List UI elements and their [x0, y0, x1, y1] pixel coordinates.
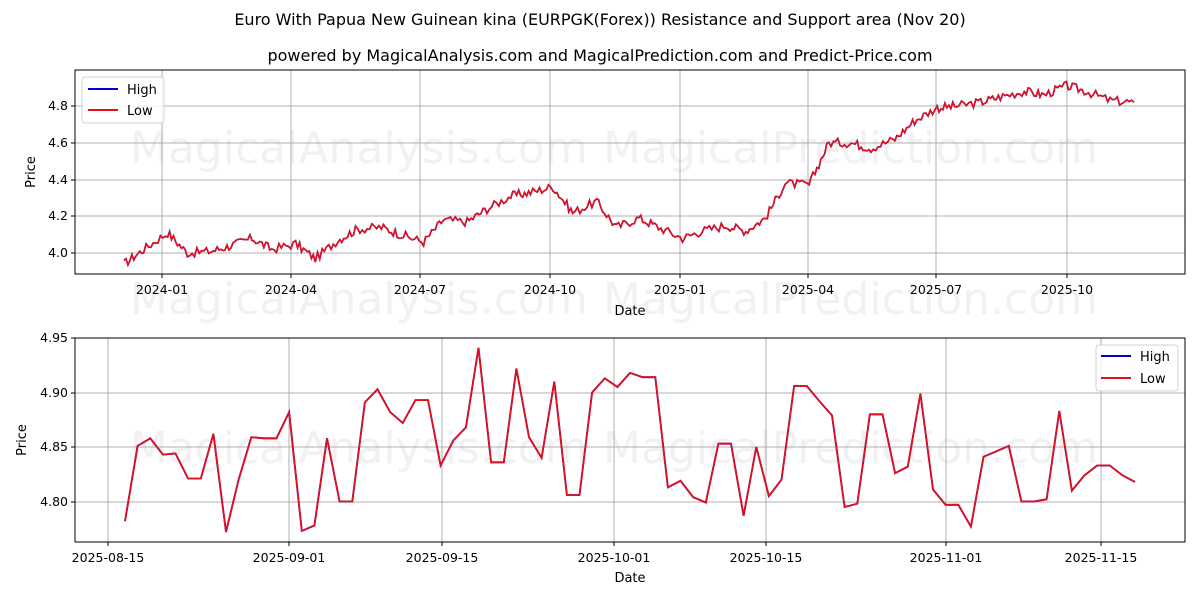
- bottom-x-axis-label: Date: [614, 571, 645, 586]
- top-chart: MagicalAnalysis.com MagicalPrediction.co…: [24, 69, 1186, 325]
- bottom-x-axis: 2025-08-15 2025-09-01 2025-09-15 2025-10-01…: [72, 542, 1138, 565]
- x-tick-label: 2025-04: [782, 282, 834, 297]
- legend-low-label: Low: [127, 104, 153, 119]
- chart-subtitle: powered by MagicalAnalysis.com and Magic…: [267, 46, 933, 65]
- top-legend: High Low: [81, 76, 165, 124]
- legend-high-label: High: [127, 83, 157, 98]
- bottom-low-line: [124, 347, 1136, 533]
- watermark-text: MagicalAnalysis.com: [130, 123, 588, 174]
- y-tick-label: 4.6: [48, 135, 68, 150]
- top-y-axis-label: Price: [24, 156, 39, 188]
- x-tick-label: 2024-04: [265, 282, 317, 297]
- y-tick-label: 4.0: [48, 245, 68, 260]
- x-tick-label: 2025-10-15: [730, 550, 803, 565]
- legend-high-label: High: [1140, 350, 1170, 365]
- x-tick-label: 2025-10-01: [578, 550, 651, 565]
- x-tick-label: 2024-10: [524, 282, 576, 297]
- top-x-axis: 2024-01 2024-04 2024-07 2024-10 2025-01 2025-…: [136, 274, 1093, 297]
- y-tick-label: 4.80: [40, 494, 68, 509]
- x-tick-label: 2025-09-01: [253, 550, 326, 565]
- y-tick-label: 4.85: [40, 439, 68, 454]
- x-tick-label: 2025-10: [1041, 282, 1093, 297]
- bottom-y-axis: 4.80 4.85 4.90 4.95: [40, 330, 75, 509]
- x-tick-label: 2025-11-15: [1065, 550, 1138, 565]
- bottom-chart: MagicalAnalysis.com MagicalPrediction.co…: [15, 330, 1186, 586]
- bottom-axes-frame: [74, 337, 1186, 543]
- top-low-line: [123, 80, 1135, 268]
- top-grid: [75, 70, 1185, 274]
- y-tick-label: 4.2: [48, 208, 68, 223]
- top-y-axis: 4.0 4.2 4.4 4.6 4.8: [48, 98, 75, 260]
- bottom-y-axis-label: Price: [15, 424, 30, 456]
- x-tick-label: 2025-01: [654, 282, 706, 297]
- top-x-axis-label: Date: [614, 304, 645, 319]
- x-tick-label: 2025-07: [910, 282, 962, 297]
- x-tick-label: 2025-08-15: [72, 550, 145, 565]
- x-tick-label: 2024-07: [394, 282, 446, 297]
- y-tick-label: 4.95: [40, 330, 68, 345]
- top-axes-frame: [74, 69, 1186, 275]
- x-tick-label: 2025-11-01: [910, 550, 983, 565]
- y-tick-label: 4.4: [48, 172, 68, 187]
- watermark-text: MagicalAnalysis.com: [130, 274, 588, 325]
- y-tick-label: 4.90: [40, 385, 68, 400]
- x-tick-label: 2024-01: [136, 282, 188, 297]
- legend-low-label: Low: [1140, 372, 1166, 387]
- y-tick-label: 4.8: [48, 98, 68, 113]
- bottom-legend: High Low: [1095, 344, 1179, 392]
- x-tick-label: 2025-09-15: [406, 550, 479, 565]
- watermark-text: MagicalPrediction.com: [603, 423, 1098, 474]
- watermark-text: MagicalPrediction.com: [603, 123, 1098, 174]
- chart-title: Euro With Papua New Guinean kina (EURPGK…: [234, 10, 966, 29]
- watermark-text: MagicalPrediction.com: [603, 274, 1098, 325]
